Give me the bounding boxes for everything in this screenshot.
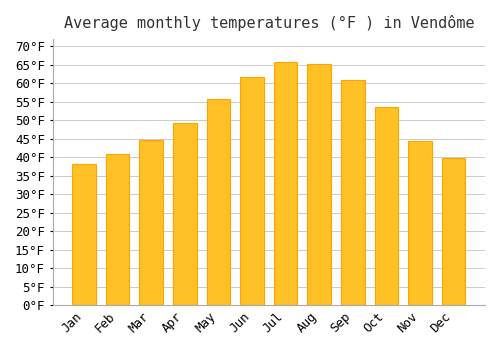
Bar	[374, 107, 398, 305]
Bar	[408, 141, 432, 305]
Bar	[442, 159, 466, 305]
Bar	[341, 80, 364, 305]
Bar	[140, 140, 163, 305]
Bar	[240, 77, 264, 305]
Bar	[72, 163, 96, 305]
Bar	[106, 154, 130, 305]
Title: Average monthly temperatures (°F ) in Vendôme: Average monthly temperatures (°F ) in Ve…	[64, 15, 474, 31]
Bar	[274, 62, 297, 305]
Bar	[308, 64, 331, 305]
Bar	[206, 99, 230, 305]
Bar	[173, 123, 197, 305]
